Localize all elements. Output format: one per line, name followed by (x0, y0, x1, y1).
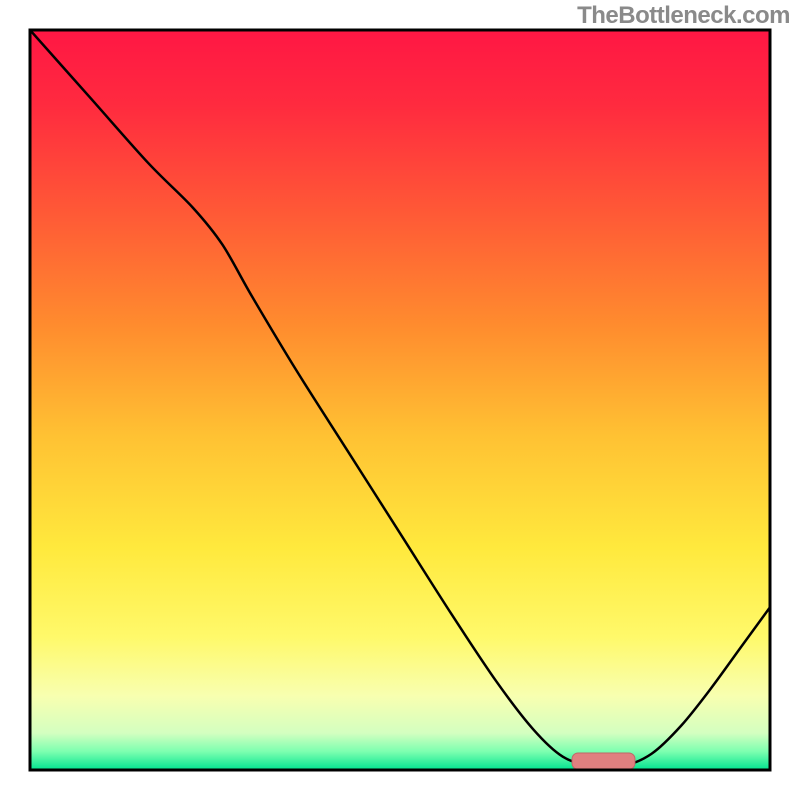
optimal-marker (572, 753, 635, 769)
chart-container: TheBottleneck.com (0, 0, 800, 800)
gradient-background (30, 30, 770, 770)
watermark-text: TheBottleneck.com (577, 2, 790, 30)
chart-svg (0, 0, 800, 800)
